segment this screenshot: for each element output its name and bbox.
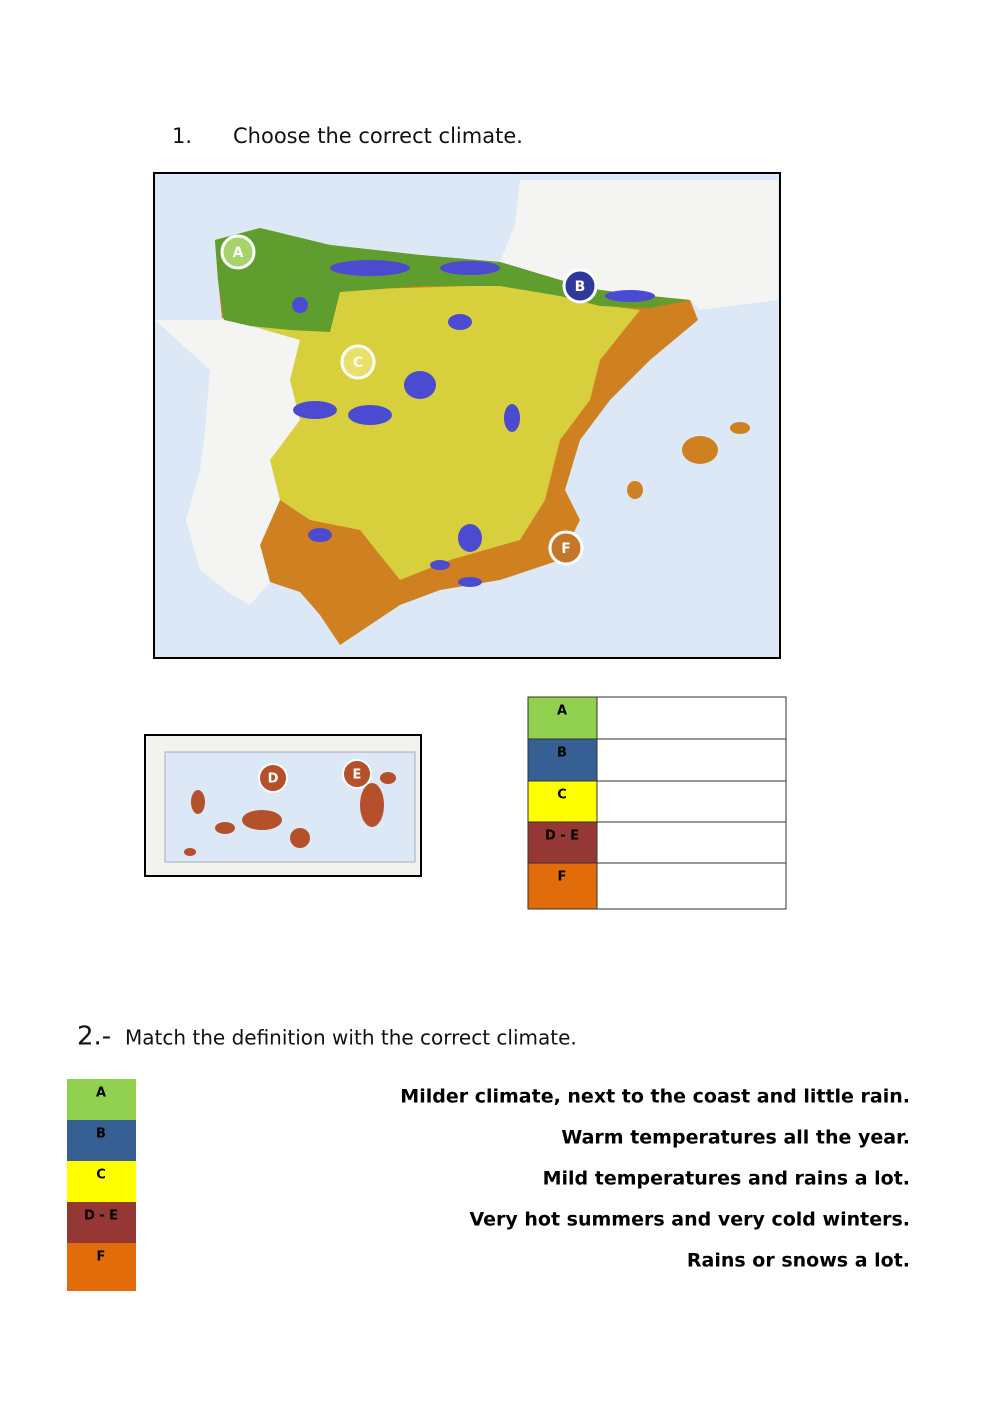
map-label: D [268,772,279,787]
color-cell[interactable] [67,1120,136,1161]
answer-cell[interactable] [596,862,787,910]
answer-cell[interactable] [596,738,787,782]
question-text: Choose the correct climate. [233,124,523,148]
spain-map: A B C F [153,172,781,659]
match-exercise: A B C D - E F Milder climate, next to the coa… [67,1079,910,1291]
map-marker [562,268,598,304]
climate-label: B [557,746,567,761]
portugal-land [155,320,300,605]
color-cell [527,696,598,740]
map-marker [548,530,584,566]
climate-label: A [557,704,567,719]
north-region [215,228,690,332]
map-marker [342,759,372,789]
climate-label: B [96,1127,106,1142]
color-cell[interactable] [67,1202,136,1243]
climate-label: C [557,788,567,803]
climate-label: D - E [545,829,579,844]
map-marker [220,234,256,270]
color-cell[interactable] [67,1243,136,1291]
map-label: C [353,355,363,371]
climate-label: C [96,1168,106,1183]
balearic-islands [627,422,750,499]
color-cell [527,862,598,910]
color-cell[interactable] [67,1161,136,1202]
map-label: E [353,768,362,783]
climate-label: A [96,1086,106,1101]
canary-islands [184,772,396,856]
definition[interactable]: Very hot summers and very cold winters. [469,1209,910,1231]
climate-label: D - E [84,1209,118,1224]
mountain-areas [292,260,655,587]
definition[interactable]: Rains or snows a lot. [687,1250,910,1272]
answer-cell[interactable] [596,696,787,740]
map-label: A [233,245,244,261]
color-cell[interactable] [67,1079,136,1120]
definition[interactable]: Mild temperatures and rains a lot. [543,1168,910,1190]
question-number: 1. [172,124,192,148]
answer-cell[interactable] [596,821,787,864]
map-marker [340,344,376,380]
climate-label: F [558,870,567,885]
question-number: 2.- [77,1022,111,1052]
question-text: Match the definition with the correct cl… [125,1026,577,1050]
climate-label: F [97,1250,106,1265]
map-marker [258,763,288,793]
climate-table: A B C D - E F [527,696,787,910]
answer-cell[interactable] [596,780,787,823]
definition[interactable]: Milder climate, next to the coast and li… [400,1086,910,1108]
definition[interactable]: Warm temperatures all the year. [561,1127,910,1149]
map-label: B [575,279,586,295]
map-label: F [561,541,571,557]
